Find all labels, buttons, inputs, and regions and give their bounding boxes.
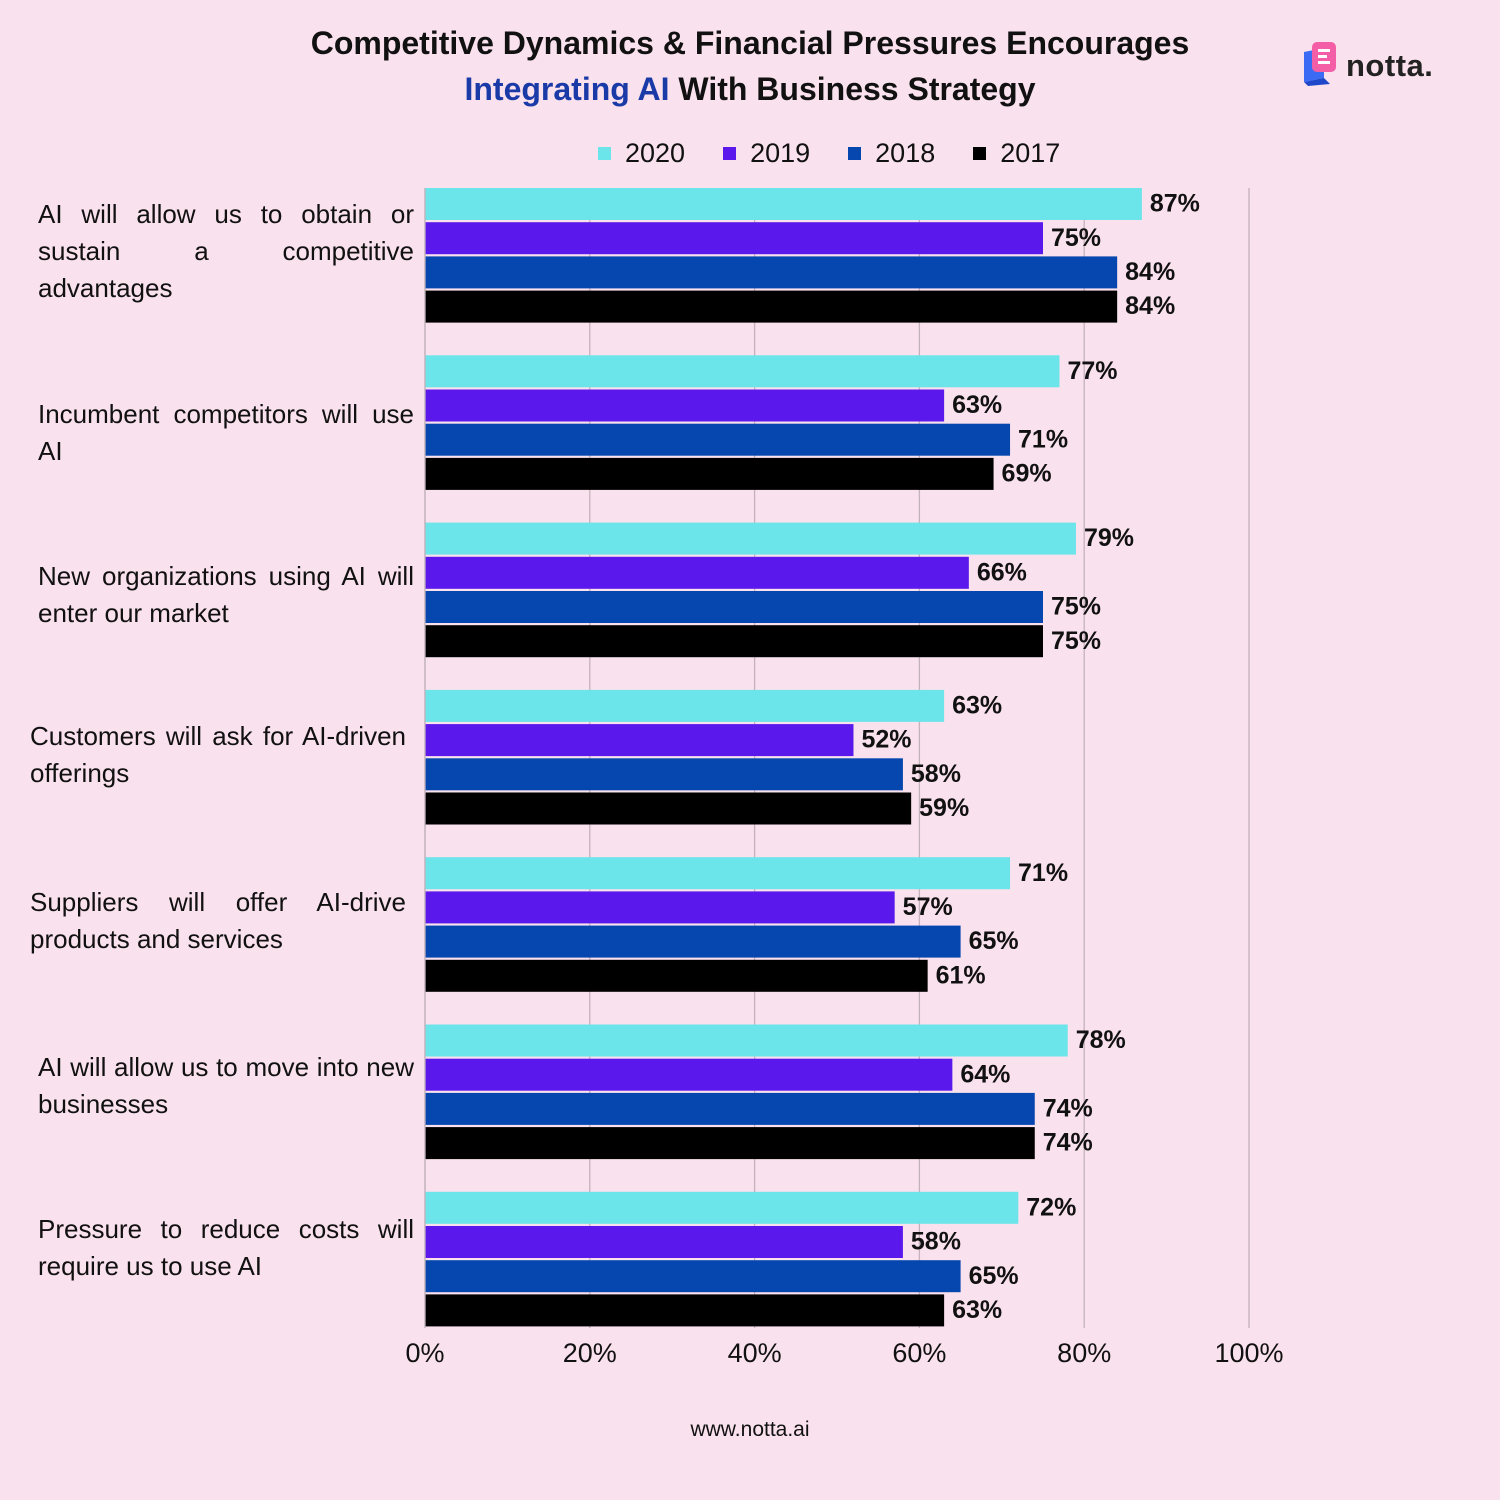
category-label-3: New organizations using AI will enter ou…	[38, 561, 414, 628]
value-label-2020-4: 63%	[952, 692, 1002, 720]
bar-2018-4	[425, 758, 903, 791]
value-label-2018-7: 65%	[969, 1262, 1019, 1290]
bar-2018-5	[425, 925, 961, 958]
value-label-2019-2: 63%	[952, 391, 1002, 419]
bar-2019-6	[425, 1058, 953, 1091]
footer-url: www.notta.ai	[690, 1418, 810, 1441]
value-label-2020-7: 72%	[1026, 1193, 1076, 1221]
bar-2017-3	[425, 625, 1043, 658]
chart-title-rest: With Business Strategy	[669, 71, 1036, 107]
value-label-2018-2: 71%	[1018, 425, 1068, 453]
legend-label-2019: 2019	[750, 138, 811, 168]
bar-2017-7	[425, 1294, 945, 1327]
category-label-1: AI will allow us to obtain or sustain a …	[38, 199, 414, 303]
bar-2019-7	[425, 1226, 903, 1258]
bar-2018-7	[425, 1260, 961, 1293]
category-label-2: Incumbent competitors will use AI	[38, 399, 414, 466]
legend-item-2017: 2017	[973, 138, 1060, 169]
legend-label-2020: 2020	[625, 138, 686, 168]
value-label-2019-4: 52%	[861, 726, 911, 754]
value-label-2018-1: 84%	[1125, 258, 1175, 286]
notta-logo: notta.	[1302, 41, 1434, 91]
bar-2019-3	[425, 556, 969, 589]
bar-2017-6	[425, 1127, 1035, 1160]
x-tick-label-40: 40%	[728, 1338, 782, 1368]
value-label-2020-3: 79%	[1084, 524, 1134, 552]
value-label-2019-1: 75%	[1051, 224, 1101, 252]
value-label-2019-7: 58%	[911, 1228, 961, 1256]
bar-2020-4	[425, 689, 945, 722]
bar-2018-2	[425, 423, 1011, 456]
x-tick-label-60: 60%	[892, 1338, 946, 1368]
legend-item-2018: 2018	[848, 138, 935, 169]
legend-swatch-2020	[598, 147, 611, 160]
value-label-2017-3: 75%	[1051, 627, 1101, 655]
bar-2019-4	[425, 724, 854, 757]
category-label-6: AI will allow us to move into new busine…	[38, 1052, 414, 1119]
chart-title-line1: Competitive Dynamics & Financial Pressur…	[310, 25, 1190, 61]
value-label-2018-4: 58%	[911, 760, 961, 788]
value-label-2020-6: 78%	[1076, 1026, 1126, 1054]
bar-2018-6	[425, 1092, 1035, 1125]
value-label-2018-6: 74%	[1043, 1095, 1093, 1123]
notta-logo-text: notta.	[1346, 48, 1434, 83]
bar-2019-5	[425, 891, 895, 924]
bar-2017-5	[425, 959, 928, 992]
legend-label-2017: 2017	[1000, 138, 1061, 168]
value-label-2017-2: 69%	[1002, 460, 1052, 488]
value-label-2018-5: 65%	[969, 927, 1019, 955]
bar-2020-7	[425, 1191, 1019, 1224]
value-label-2019-5: 57%	[903, 893, 953, 921]
bar-2019-1	[425, 222, 1043, 255]
bar-2017-2	[425, 457, 994, 490]
x-tick-label-80: 80%	[1057, 1338, 1111, 1368]
value-label-2020-2: 77%	[1067, 357, 1117, 385]
x-tick-label-0: 0%	[405, 1338, 444, 1368]
bar-2018-3	[425, 591, 1043, 623]
value-label-2020-1: 87%	[1150, 190, 1200, 218]
bar-2020-5	[425, 857, 1011, 890]
value-label-2017-5: 61%	[936, 961, 986, 989]
value-label-2017-4: 59%	[919, 794, 969, 822]
value-label-2018-3: 75%	[1051, 593, 1101, 621]
bar-2020-1	[425, 188, 1142, 220]
notta-logo-icon	[1302, 41, 1338, 91]
x-tick-label-20: 20%	[563, 1338, 617, 1368]
bar-chart: 87% 75% 84% 84% 77% 63% 71% 69% 79% 66% 75% 75% 63% 5…	[405, 188, 1284, 1368]
bar-2019-2	[425, 389, 945, 422]
chart-legend: 2020 2019 2018 2017	[598, 138, 1060, 169]
legend-item-2020: 2020	[598, 138, 685, 169]
bar-2017-4	[425, 792, 912, 825]
category-label-7: Pressure to reduce costs will require us…	[38, 1214, 414, 1281]
legend-item-2019: 2019	[723, 138, 810, 169]
bar-2017-1	[425, 290, 1118, 323]
chart-title-accent: Integrating AI	[464, 71, 670, 107]
bar-2020-3	[425, 522, 1076, 555]
bar-2020-6	[425, 1024, 1068, 1057]
legend-swatch-2017	[973, 147, 987, 160]
legend-swatch-2019	[723, 147, 737, 160]
legend-swatch-2018	[848, 147, 862, 160]
value-label-2017-1: 84%	[1125, 292, 1175, 320]
bar-2018-1	[425, 256, 1118, 289]
value-label-2019-6: 64%	[960, 1060, 1010, 1088]
chart-title-line2: Integrating AI With Business Strategy	[0, 66, 1500, 112]
category-label-5: Suppliers will offer AI-drive products a…	[30, 887, 406, 954]
category-label-4: Customers will ask for AI-driven offerin…	[30, 721, 406, 788]
legend-label-2018: 2018	[875, 138, 936, 168]
value-label-2019-3: 66%	[977, 558, 1027, 586]
value-label-2020-5: 71%	[1018, 859, 1068, 887]
value-label-2017-7: 63%	[952, 1296, 1002, 1324]
x-tick-label-100: 100%	[1214, 1338, 1283, 1368]
bar-2020-2	[425, 355, 1060, 388]
value-label-2017-6: 74%	[1043, 1129, 1093, 1157]
